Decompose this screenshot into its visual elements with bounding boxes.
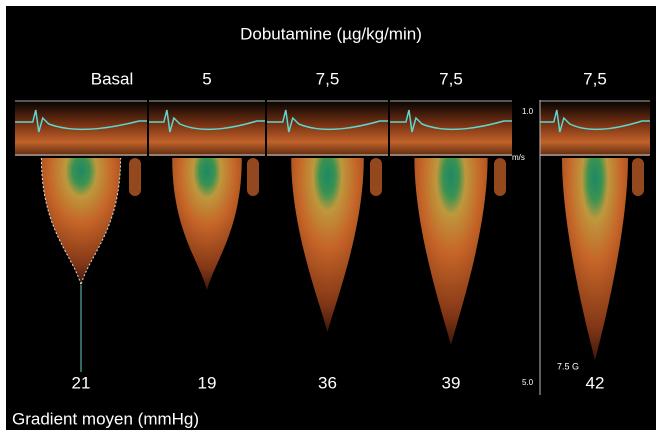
top-strip bbox=[540, 100, 650, 156]
doppler-envelope bbox=[414, 158, 488, 345]
doppler-envelope bbox=[41, 158, 121, 285]
top-strip bbox=[267, 100, 388, 156]
scale-unit: m/s bbox=[512, 153, 525, 162]
top-strip bbox=[15, 100, 147, 156]
panel-label: 7,5 bbox=[439, 69, 463, 88]
ecg-trace bbox=[267, 109, 388, 133]
gradient-value: 19 bbox=[198, 373, 217, 392]
doppler-envelope bbox=[291, 158, 364, 332]
doppler-envelope bbox=[562, 158, 628, 360]
top-strip bbox=[390, 100, 512, 156]
ecg-trace bbox=[540, 109, 650, 133]
side-flow bbox=[247, 158, 259, 196]
top-strip bbox=[149, 100, 265, 156]
footer: Gradient moyen (mmHg) bbox=[12, 409, 199, 428]
ecg-trace bbox=[15, 109, 147, 133]
ecg-trace bbox=[149, 109, 265, 133]
title: Dobutamine (µg/kg/min) bbox=[240, 24, 422, 43]
gradient-value: 42 bbox=[586, 373, 605, 392]
side-flow bbox=[370, 158, 382, 196]
scale-top: 1.0 bbox=[522, 107, 534, 116]
side-flow bbox=[494, 158, 506, 196]
side-flow bbox=[129, 158, 141, 196]
panel-label: Basal bbox=[91, 69, 134, 88]
panels: Basal 21 5 19 7,5 36 7,5 39 7,5 42 bbox=[15, 69, 650, 392]
scale-bottom: 5.0 bbox=[522, 378, 534, 387]
ecg-trace bbox=[390, 109, 512, 133]
gradient-value: 39 bbox=[442, 373, 461, 392]
probe-label: 7.5 G bbox=[557, 361, 579, 371]
gradient-value: 36 bbox=[318, 373, 337, 392]
doppler-envelope bbox=[172, 158, 242, 290]
panel-label: 7,5 bbox=[316, 69, 340, 88]
side-flow bbox=[632, 158, 644, 196]
panel-label: 5 bbox=[202, 69, 211, 88]
panel-label: 7,5 bbox=[583, 69, 607, 88]
gradient-value: 21 bbox=[72, 373, 91, 392]
